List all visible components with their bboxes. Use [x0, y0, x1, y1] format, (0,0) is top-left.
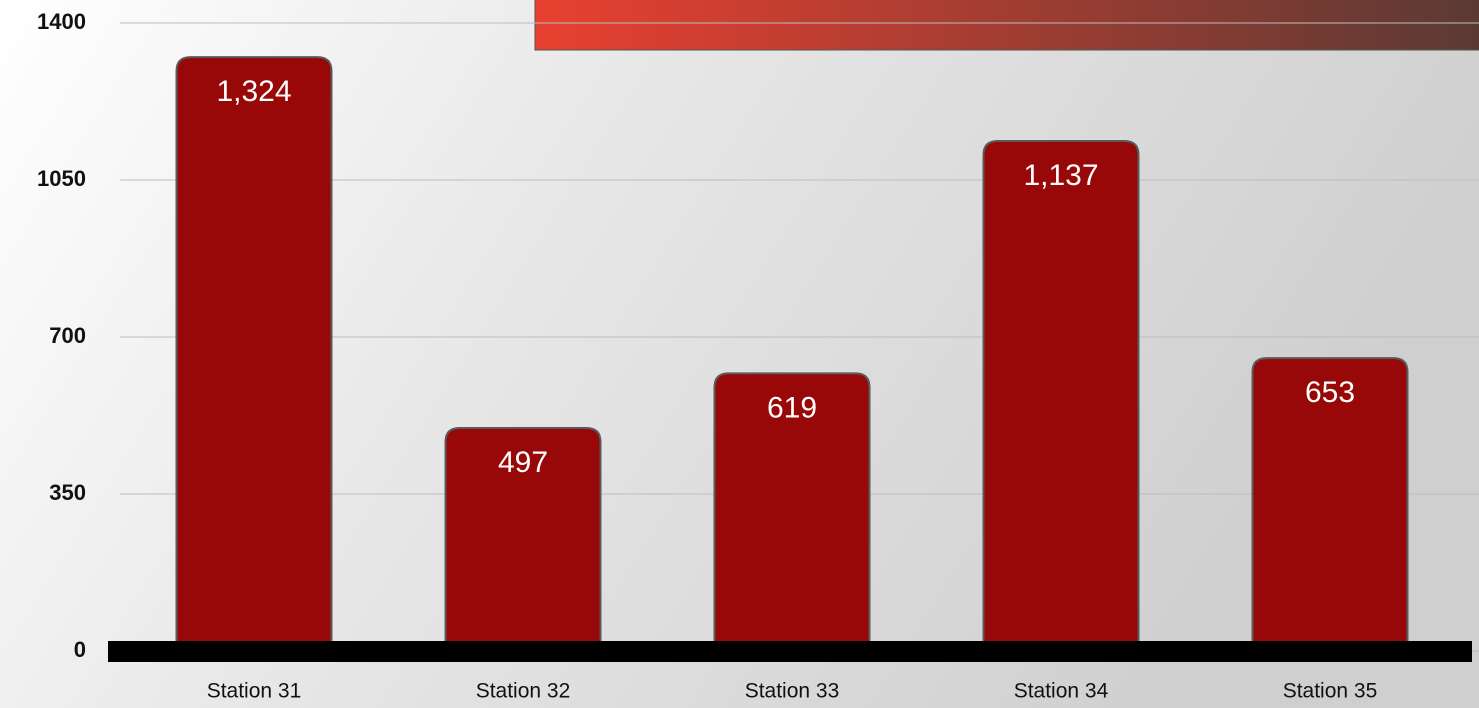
value-label: 653 — [1305, 376, 1355, 409]
x-tick-label: Station 32 — [476, 680, 571, 703]
x-tick-label: Station 35 — [1283, 680, 1378, 703]
y-tick-label: 1400 — [37, 9, 86, 34]
bar — [1251, 357, 1409, 652]
y-tick-label: 0 — [74, 637, 86, 662]
bar — [713, 372, 871, 652]
value-label: 1,137 — [1023, 159, 1098, 192]
value-label: 1,324 — [216, 75, 291, 108]
bar — [175, 56, 333, 652]
baseline — [108, 641, 1472, 662]
value-label: 619 — [767, 391, 817, 424]
x-tick-label: Station 33 — [745, 680, 840, 703]
y-tick-label: 1050 — [37, 166, 86, 191]
bar — [444, 427, 602, 652]
y-tick-label: 700 — [49, 323, 86, 348]
header-band — [534, 0, 1479, 51]
y-tick-label: 350 — [49, 480, 86, 505]
bar — [982, 139, 1140, 652]
value-label: 497 — [498, 446, 548, 479]
x-tick-label: Station 31 — [207, 680, 302, 703]
x-tick-label: Station 34 — [1014, 680, 1109, 703]
